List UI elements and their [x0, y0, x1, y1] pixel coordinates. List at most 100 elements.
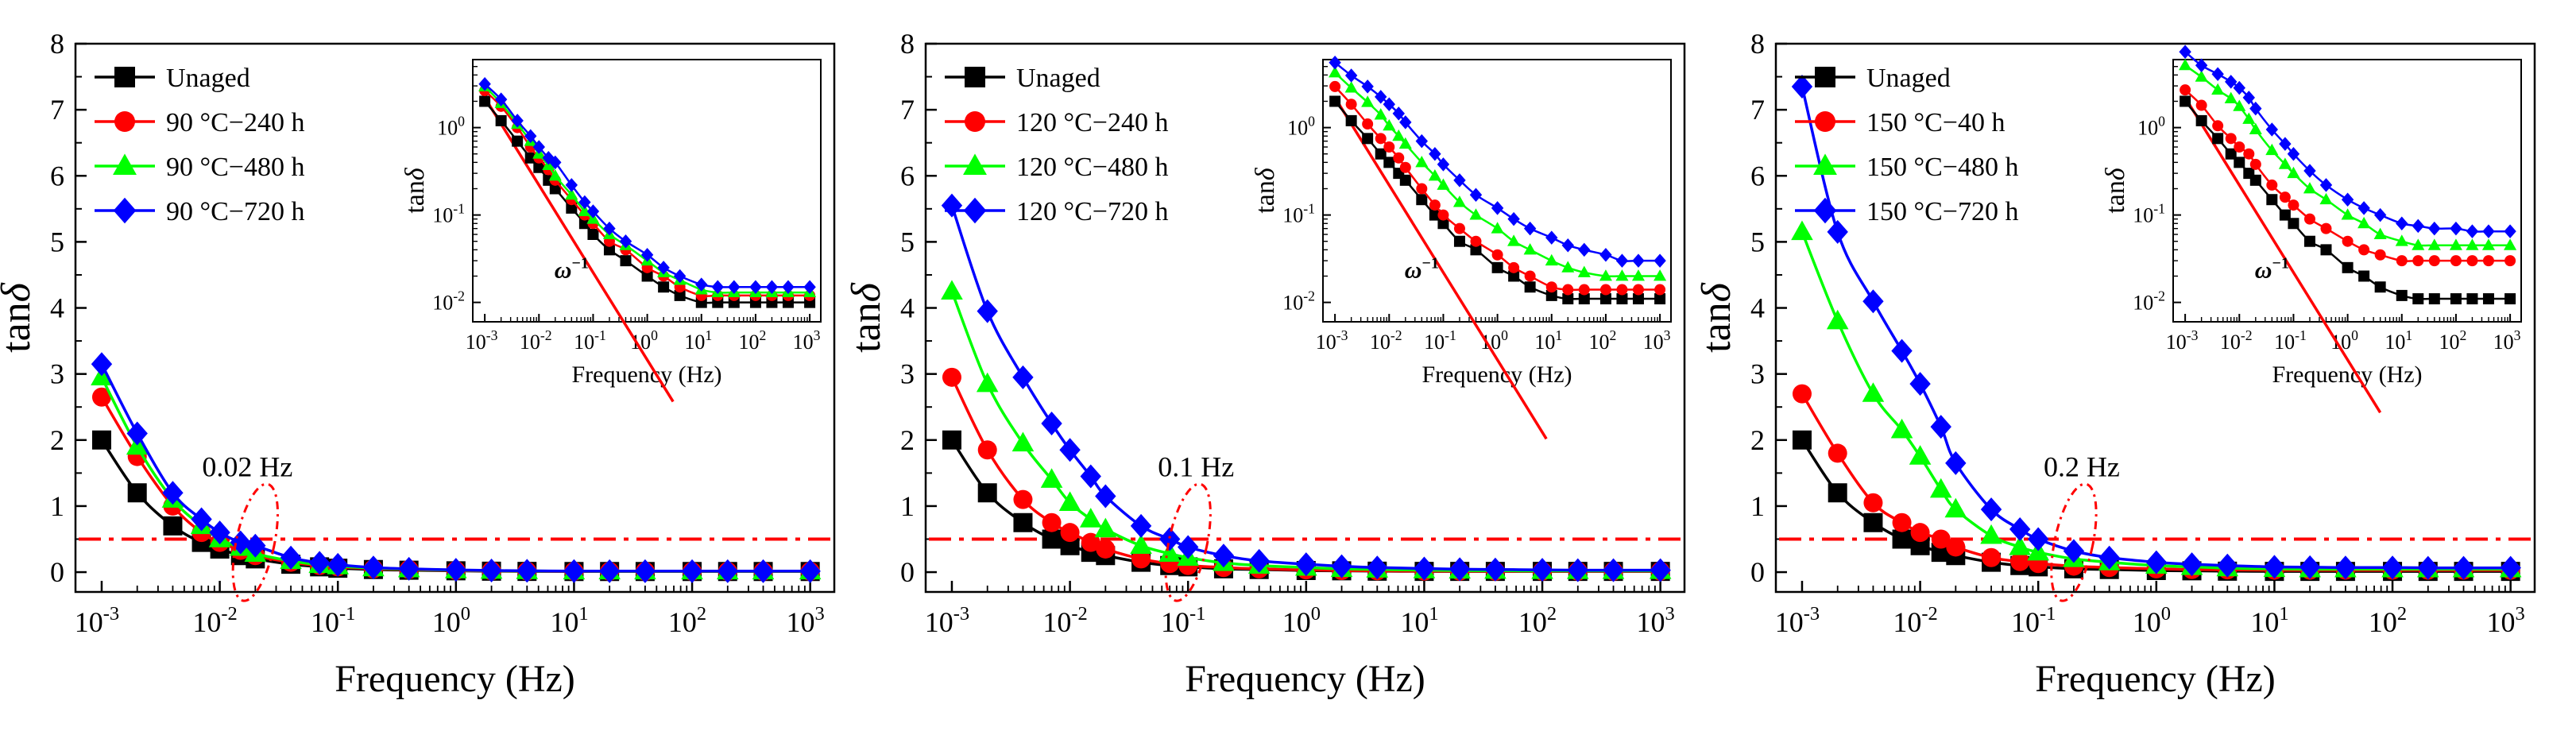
inset-data-point: [1615, 269, 1629, 281]
inset-data-point: [2303, 235, 2315, 247]
data-point: [1040, 468, 1063, 488]
x-tick-label: 100: [1282, 603, 1321, 638]
inset-data-point: [2249, 101, 2262, 116]
data-point: [1791, 75, 1813, 99]
x-tick-label-exp: -1: [1189, 603, 1205, 625]
inset-y-tick-label-exp: -2: [453, 288, 465, 304]
inset-data-point: [2211, 83, 2225, 95]
inset-data-point: [549, 183, 561, 195]
inset-y-tick-label: 100: [437, 114, 465, 140]
inset-data-point: [1375, 90, 1387, 104]
inset-x-tick-label: 10-1: [574, 327, 606, 354]
y-tick-label: 4: [50, 292, 64, 324]
y-axis-label: tanδ: [1694, 282, 1739, 353]
inset-y-tick-label-base: 10: [432, 292, 453, 315]
inset-data-point: [782, 280, 795, 294]
inset-data-point: [565, 178, 578, 192]
y-tick-label: 3: [50, 358, 64, 390]
inset-data-point: [2180, 84, 2191, 96]
inset-y-tick-label-exp: -2: [1303, 288, 1315, 304]
plot-frame: [1774, 42, 2536, 594]
data-point: [942, 367, 961, 387]
data-point: [1449, 557, 1471, 582]
legend-label: 120 °C−720 h: [1016, 197, 1168, 226]
data-point: [2334, 555, 2357, 580]
inset-x-tick-label-exp: -3: [2187, 327, 2199, 343]
inset-data-point: [2249, 174, 2261, 186]
data-point: [1792, 430, 1812, 450]
data-point: [398, 556, 420, 581]
inset-data-point: [2482, 293, 2494, 305]
data-point: [327, 552, 349, 577]
inset-data-point: [1329, 55, 1341, 70]
inset-data-point: [1616, 293, 1628, 305]
y-axis-label-symbol: δ: [844, 282, 889, 302]
inset-reference-label-exp: −1: [1421, 254, 1438, 272]
x-tick-label-exp: -3: [953, 603, 969, 625]
inset-data-point: [2303, 164, 2316, 178]
inset-data-point: [548, 169, 562, 181]
legend: Unaged 90 °C−240 h 90 °C−480 h 90 °C−720 h: [95, 64, 304, 226]
inset-x-tick-label: 10-1: [2274, 327, 2307, 354]
inset-y-axis-label-text: tan: [400, 180, 430, 214]
inset-data-point: [1599, 247, 1612, 262]
inset-y-tick-label: 100: [1287, 114, 1315, 140]
inset-data-point: [1523, 242, 1537, 255]
data-point: [942, 430, 961, 450]
inset-x-tick-label-exp: 3: [2514, 327, 2521, 343]
inset-x-tick-label-base: 10: [1589, 331, 1610, 354]
y-axis-label-symbol: δ: [1694, 282, 1739, 302]
inset-series-3: [478, 77, 816, 294]
inset-data-point: [2212, 120, 2224, 132]
x-tick-label: 101: [1400, 603, 1438, 638]
inset-data-point: [2342, 261, 2354, 273]
inset-data-point: [566, 202, 578, 214]
inset-series-line: [1334, 86, 1661, 292]
y-axis-label: tanδ: [0, 282, 39, 353]
x-tick-label-base: 10: [1518, 606, 1547, 638]
inset-y-axis-label-symbol: δ: [2101, 167, 2130, 180]
inset-series-1: [2180, 84, 2516, 267]
inset-data-point: [1383, 157, 1395, 168]
inset-data-point: [1429, 146, 1441, 161]
data-point: [1042, 529, 1062, 549]
inset-x-tick-label-exp: 0: [2351, 327, 2358, 343]
x-tick-label: 10-2: [1042, 603, 1087, 638]
inset-x-tick-label-base: 10: [1534, 331, 1555, 354]
data-point: [2145, 550, 2168, 574]
x-tick-label-exp: -3: [1804, 603, 1820, 625]
inset-data-point: [1375, 148, 1387, 160]
inset-y-tick-label-exp: -1: [2153, 201, 2165, 217]
inset-data-point: [2233, 99, 2246, 111]
data-point: [1862, 382, 1885, 402]
inset-data-point: [2373, 227, 2387, 239]
x-tick-label-base: 10: [1775, 606, 1804, 638]
data-point: [445, 558, 467, 582]
data-point: [1484, 557, 1507, 582]
inset-data-point: [2412, 219, 2424, 234]
inset-data-point: [2266, 179, 2278, 191]
inset-data-point: [1453, 235, 1465, 247]
inset-data-point: [2320, 244, 2332, 256]
inset-reference-label-exp: −1: [2272, 254, 2288, 272]
data-point: [91, 387, 111, 407]
y-tick-label: 8: [1750, 28, 1765, 60]
x-tick-label: 10-2: [1893, 603, 1937, 638]
data-point: [2217, 553, 2238, 578]
inset-x-tick-label-base: 10: [574, 331, 594, 354]
inset-data-point: [1561, 238, 1574, 253]
inset-data-point: [2279, 191, 2291, 203]
inset-data-point: [1429, 209, 1441, 221]
inset-data-point: [1491, 261, 1503, 273]
inset-y-tick-label-exp: -1: [1303, 201, 1315, 217]
inset-data-point: [1399, 174, 1411, 186]
y-tick-label: 6: [50, 160, 64, 191]
y-axis-label-text: tan: [0, 302, 39, 353]
y-tick-label: 4: [1750, 292, 1765, 324]
inset-x-tick-label-base: 10: [2274, 331, 2295, 354]
legend-label: 120 °C−240 h: [1016, 108, 1168, 137]
inset-data-point: [2481, 238, 2496, 250]
data-point: [1414, 556, 1435, 581]
